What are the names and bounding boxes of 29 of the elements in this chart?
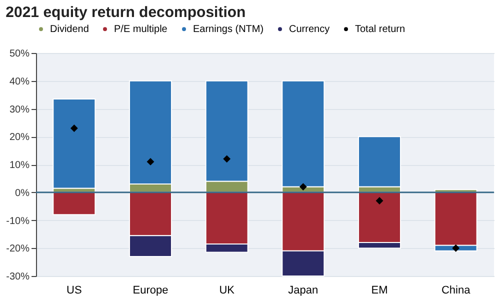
x-tick-label: EM [371,284,388,296]
y-tick-label: -20% [6,244,30,255]
legend-label: Currency [289,24,330,36]
legend-label: Total return [355,24,406,36]
bar [52,192,96,216]
y-tick-label: 20% [9,132,30,144]
chart-title: 2021 equity return decomposition [6,4,246,21]
x-tick-label: UK [219,284,236,296]
bar [52,98,96,189]
y-tick-label: 10% [9,160,30,171]
y-tick-label: 0% [15,188,30,199]
x-tick-label: Europe [132,284,168,296]
y-tick-label: 40% [9,76,30,88]
bar [358,136,401,188]
legend-label: Dividend [50,24,89,36]
x-tick-label: China [441,284,472,296]
x-tick-label: Japan [288,284,318,296]
bar [282,80,325,188]
x-tick-label: US [66,284,82,296]
point [70,124,78,132]
y-tick-label: -10% [6,216,30,227]
point [452,244,460,252]
legend-label: Earnings (NTM) [193,24,264,36]
y-tick-label: 30% [9,104,30,116]
y-tick-label: 50% [9,48,30,60]
point [299,183,307,191]
y-tick-label: -30% [6,272,30,282]
legend-label: P/E multiple [114,24,168,36]
point [223,155,231,163]
